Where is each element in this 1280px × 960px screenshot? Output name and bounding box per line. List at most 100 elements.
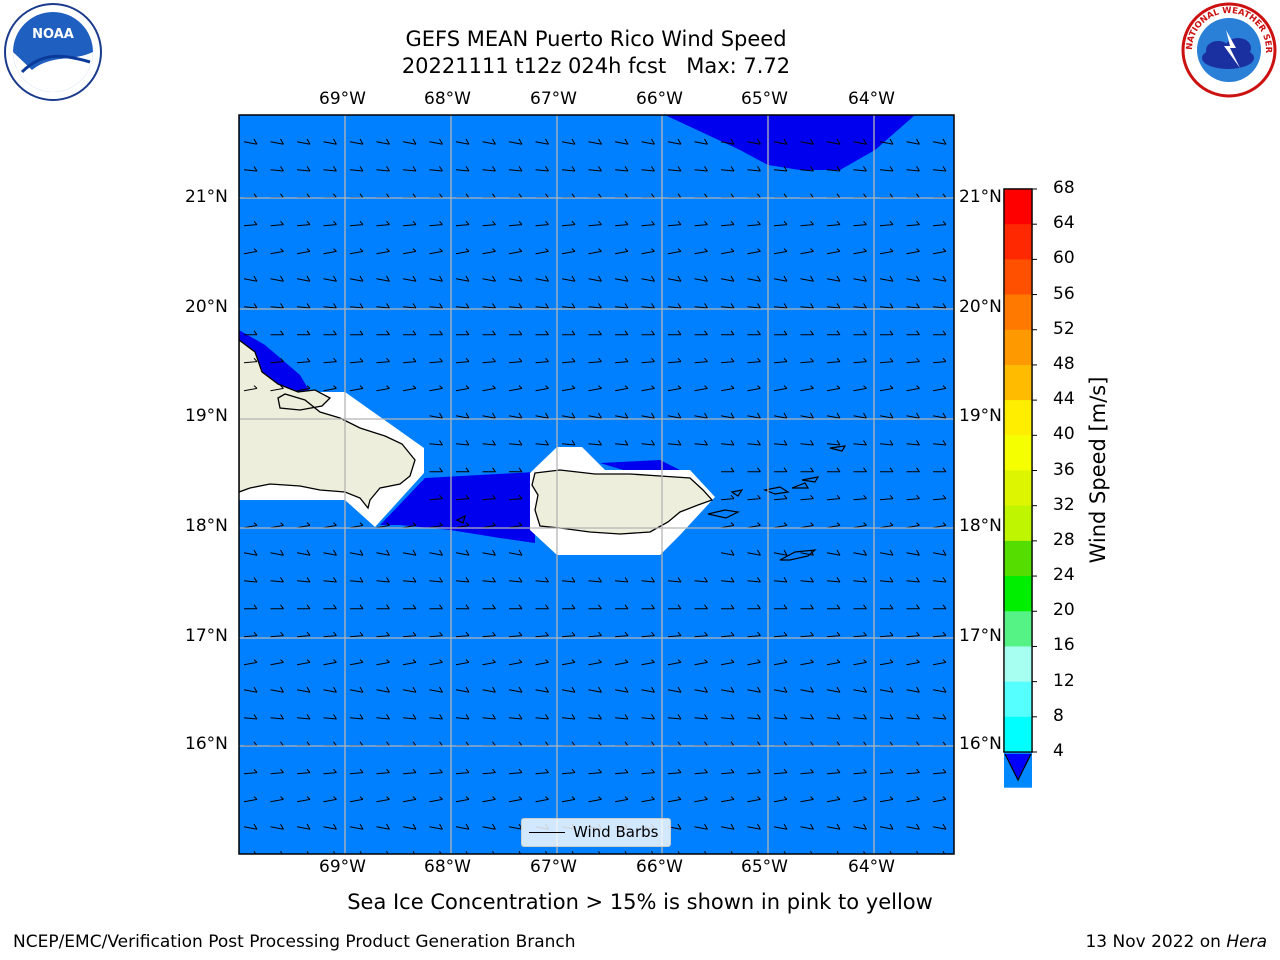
lon-label-top: 69°W xyxy=(319,89,366,109)
wind-barb xyxy=(349,138,364,145)
island-mona xyxy=(455,514,466,524)
wind-barb xyxy=(773,357,788,364)
wind-barb xyxy=(402,275,417,282)
slow-wind-zone-north xyxy=(665,115,915,170)
colorbar-tick-label: 68 xyxy=(1053,178,1075,198)
wind-barb xyxy=(508,275,523,282)
wind-barb xyxy=(614,686,629,693)
wind-barb xyxy=(561,577,576,583)
wind-barb xyxy=(588,275,602,282)
colorbar-band xyxy=(1004,435,1032,471)
lon-label-top: 64°W xyxy=(848,89,895,109)
wind-barb xyxy=(721,604,735,610)
wind-barb xyxy=(826,768,841,775)
colorbar-tick-label: 32 xyxy=(1053,494,1075,515)
wind-barb xyxy=(588,220,602,227)
island-st-john xyxy=(791,482,810,489)
wind-barb xyxy=(535,303,549,309)
colorbar-band xyxy=(1004,259,1032,296)
wind-barb xyxy=(747,659,761,666)
wind-barb xyxy=(243,577,258,583)
wind-barb xyxy=(243,303,258,309)
wind-barb xyxy=(932,768,947,775)
wind-barb xyxy=(641,248,655,255)
wind-barb xyxy=(429,357,443,364)
wind-barb xyxy=(535,796,549,803)
colorbar-tick-label: 12 xyxy=(1053,670,1075,691)
wind-barb xyxy=(774,330,788,336)
wind-barb xyxy=(932,659,947,666)
wind-barb xyxy=(747,138,761,145)
colorbar-tick-label: 48 xyxy=(1053,353,1075,374)
colorbar-tick-label: 64 xyxy=(1053,213,1075,234)
wind-barb xyxy=(800,248,814,255)
wind-barb xyxy=(270,166,284,172)
wind-barb xyxy=(508,412,523,419)
wind-barb xyxy=(747,577,761,583)
wind-barb xyxy=(720,275,735,282)
legend: Wind Barbs xyxy=(521,818,671,847)
wind-barb xyxy=(720,631,735,638)
wind-barb xyxy=(773,248,788,255)
wind-barb xyxy=(853,303,867,309)
footer-credit: NCEP/EMC/Verification Post Processing Pr… xyxy=(13,932,576,952)
wind-barb xyxy=(853,604,867,610)
wind-barb xyxy=(561,796,576,803)
wind-barb xyxy=(879,303,894,309)
wind-barb xyxy=(773,549,788,556)
wind-barb xyxy=(747,440,761,446)
wind-barb xyxy=(482,823,496,830)
wind-barb xyxy=(906,357,920,364)
wind-barb xyxy=(641,659,655,666)
wind-barb xyxy=(561,385,576,392)
wind-barb xyxy=(879,659,894,666)
wind-barb xyxy=(800,330,814,336)
wind-barb xyxy=(270,549,284,556)
colorbar-tick-label: 4 xyxy=(1053,741,1064,761)
wind-barb xyxy=(720,796,735,803)
wind-barb xyxy=(482,412,496,419)
wind-barb xyxy=(243,796,258,803)
wind-barb xyxy=(296,549,311,556)
wind-barb xyxy=(429,768,443,775)
wind-barb xyxy=(323,275,337,282)
wind-barb xyxy=(826,275,841,282)
wind-barb xyxy=(773,494,788,501)
wind-barb xyxy=(667,357,682,364)
wind-barb xyxy=(800,577,814,583)
wind-barb xyxy=(535,412,549,419)
lon-label-bottom: 64°W xyxy=(848,857,895,877)
wind-barb xyxy=(323,796,337,803)
wind-barb xyxy=(508,714,523,720)
island-tortola xyxy=(801,476,820,483)
wind-barb xyxy=(376,357,390,364)
wind-barb xyxy=(800,440,814,446)
wind-barb xyxy=(641,412,655,419)
wind-barb xyxy=(800,385,814,392)
wind-barb xyxy=(508,357,523,364)
wind-barb xyxy=(270,768,284,775)
wind-barb xyxy=(853,714,867,720)
wind-barb xyxy=(747,275,761,282)
lat-label-left: 19°N xyxy=(185,406,228,426)
colorbar-tick-label: 40 xyxy=(1053,424,1075,445)
wind-barb xyxy=(853,467,867,473)
lon-label-bottom: 68°W xyxy=(424,857,471,877)
wind-barb xyxy=(773,823,788,830)
colorbar-band xyxy=(1004,646,1032,683)
wind-barb xyxy=(561,686,576,693)
colorbar-band xyxy=(1004,470,1032,507)
wind-barb xyxy=(482,385,496,392)
wind-barb xyxy=(323,604,337,610)
wind-barb xyxy=(826,138,841,145)
wind-barb xyxy=(906,549,920,556)
wind-barb xyxy=(509,330,523,336)
wind-barb xyxy=(932,796,947,803)
wind-barb xyxy=(270,385,284,392)
wind-barb xyxy=(747,796,761,803)
wind-barb xyxy=(826,412,841,419)
wind-barb xyxy=(853,631,867,638)
wind-barb xyxy=(429,138,443,145)
wind-barb xyxy=(720,686,735,693)
wind-barb xyxy=(694,330,708,336)
